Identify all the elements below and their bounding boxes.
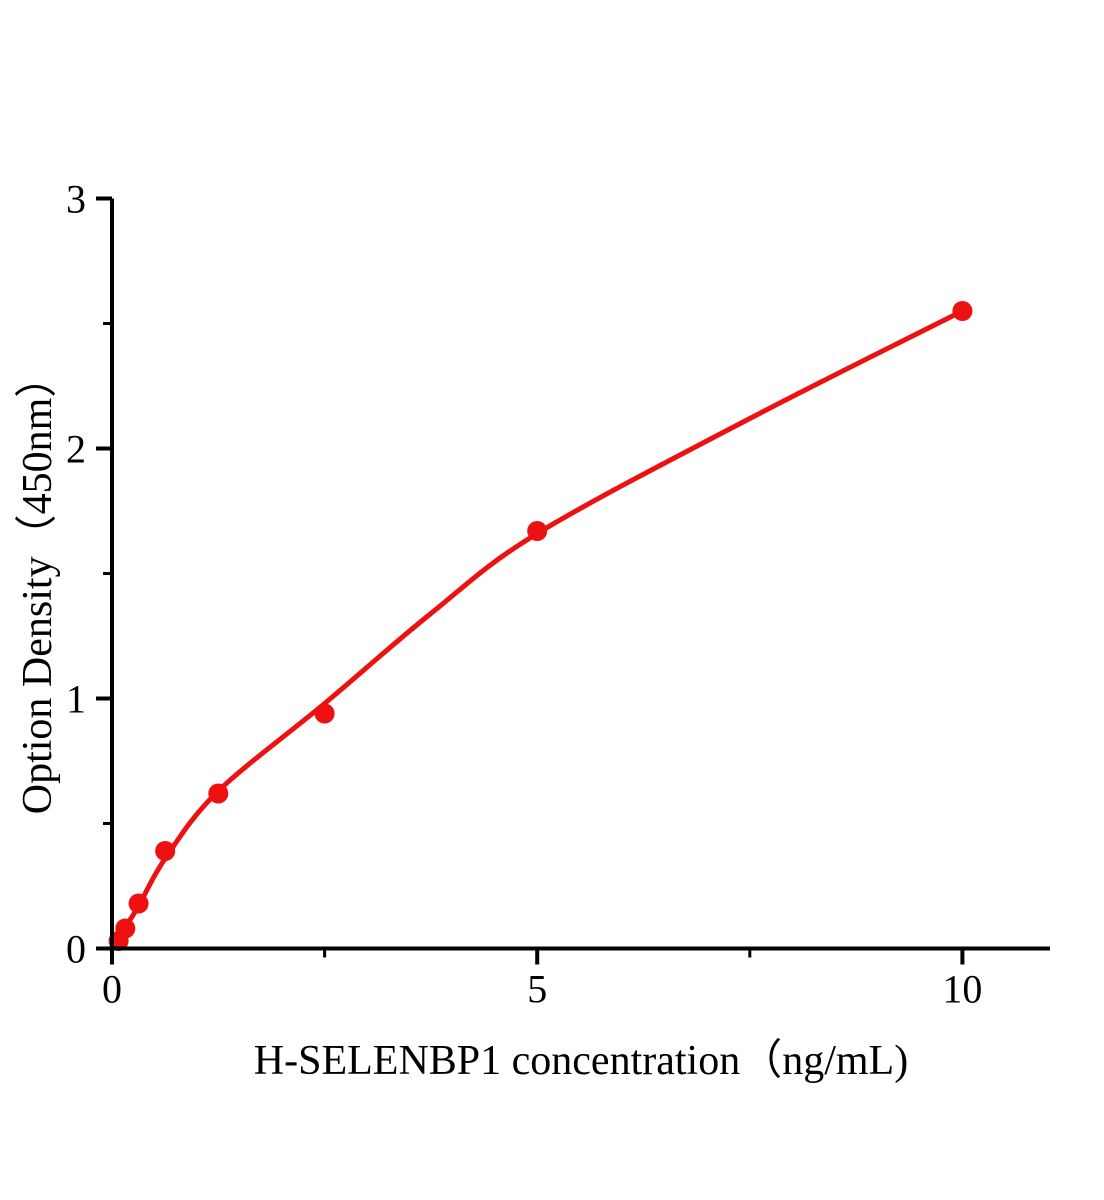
y-axis-title: Option Density（450nm）	[15, 355, 61, 815]
x-tick-label: 5	[527, 967, 547, 1012]
axes	[110, 198, 1050, 951]
y-tick-label: 1	[66, 677, 86, 722]
data-point	[128, 893, 149, 914]
x-axis-title: H-SELENBP1 concentration（ng/mL)	[253, 1038, 909, 1084]
y-tick-label: 0	[66, 927, 86, 972]
data-point	[155, 841, 176, 861]
data-point	[115, 918, 136, 939]
data-point	[208, 783, 229, 804]
y-tick-label: 3	[66, 177, 86, 222]
data-point	[527, 521, 548, 541]
x-tick-label: 10	[942, 967, 982, 1012]
data-point	[314, 703, 335, 724]
x-tick-label: 0	[102, 967, 122, 1012]
y-tick-label: 2	[66, 427, 86, 472]
fit-curve	[109, 308, 965, 951]
data-point	[952, 301, 973, 321]
